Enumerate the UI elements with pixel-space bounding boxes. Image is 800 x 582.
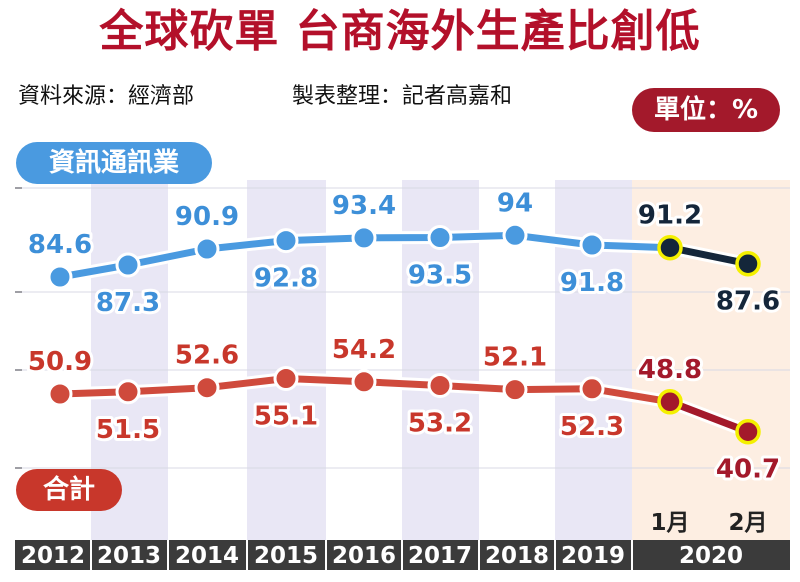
year-label: 2020 (679, 543, 743, 569)
data-label: 40.7 (716, 455, 780, 485)
data-point (273, 228, 299, 254)
year-label: 2016 (332, 543, 396, 569)
year-label: 2017 (408, 543, 472, 569)
data-label: 91.2 (638, 201, 702, 231)
data-point (579, 376, 605, 402)
year-axis: 2012 2013 2014 2015 2016 2017 2018 2019 2020 1月 2月 (15, 510, 790, 570)
data-label: 50.9 (28, 347, 92, 377)
data-labels: 84.687.3 90.9 92.8 93.4 93.5 94 91.8 91.2 87.6 50… (25, 185, 783, 487)
highlight-point (735, 418, 761, 445)
data-label: 48.8 (638, 355, 702, 385)
series-line-highlight (668, 398, 750, 435)
data-point (194, 236, 220, 262)
data-point (47, 381, 73, 407)
data-point (194, 375, 220, 401)
month-label: 2月 (728, 510, 767, 536)
data-point (115, 252, 141, 278)
data-label: 91.8 (560, 268, 624, 298)
highlight-point (657, 389, 683, 415)
year-label: 2018 (485, 543, 549, 569)
data-point (427, 373, 453, 398)
data-point (351, 225, 377, 251)
grid-lines (15, 187, 790, 469)
data-label: 87.3 (96, 288, 160, 318)
data-label: 53.2 (408, 409, 472, 439)
year-label: 2013 (97, 543, 161, 569)
data-label: 52.3 (560, 412, 624, 442)
series-line-highlight (669, 244, 749, 268)
data-point (273, 366, 299, 391)
data-label: 52.6 (175, 341, 239, 371)
column-band (712, 180, 790, 540)
data-point (579, 232, 605, 258)
legend-info-comm: 資訊通訊業 (16, 142, 212, 184)
data-label: 87.6 (716, 287, 780, 317)
data-label: 94 (497, 188, 533, 218)
data-label: 54.2 (332, 335, 396, 365)
source-note: 資料來源：經濟部 (18, 84, 195, 109)
data-point (115, 379, 141, 405)
data-label: 51.5 (96, 415, 160, 445)
highlight-point (657, 234, 683, 261)
data-point (47, 264, 73, 290)
year-label: 2015 (254, 543, 318, 569)
data-label: 93.5 (408, 261, 472, 291)
legend-total: 合計 (16, 469, 122, 511)
month-label: 1月 (650, 510, 689, 536)
year-label: 2019 (561, 543, 625, 569)
data-label: 84.6 (28, 230, 92, 260)
data-label: 55.1 (254, 402, 318, 432)
unit-badge: 單位：% (632, 88, 780, 132)
highlight-point (735, 250, 761, 277)
data-point (502, 222, 528, 248)
data-point (351, 369, 377, 395)
compiled-by-note: 製表整理：記者高嘉和 (292, 84, 513, 109)
year-label: 2012 (21, 543, 85, 569)
page-title: 全球砍單 台商海外生產比創低 (99, 6, 701, 57)
data-label: 90.9 (175, 202, 239, 232)
column-bands (15, 180, 790, 540)
data-point (502, 377, 528, 403)
series-markers (47, 222, 761, 445)
year-label: 2014 (175, 543, 239, 569)
data-point (427, 225, 453, 250)
data-label: 52.1 (483, 343, 547, 373)
data-label: 92.8 (254, 264, 318, 294)
data-label: 93.4 (332, 191, 396, 221)
